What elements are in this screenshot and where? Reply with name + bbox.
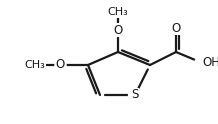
Text: O: O xyxy=(55,59,65,72)
Text: O: O xyxy=(113,24,123,36)
Text: O: O xyxy=(171,21,181,34)
Text: S: S xyxy=(131,89,139,102)
Text: CH₃: CH₃ xyxy=(25,60,45,70)
Text: CH₃: CH₃ xyxy=(108,7,128,17)
Text: OH: OH xyxy=(202,56,218,68)
